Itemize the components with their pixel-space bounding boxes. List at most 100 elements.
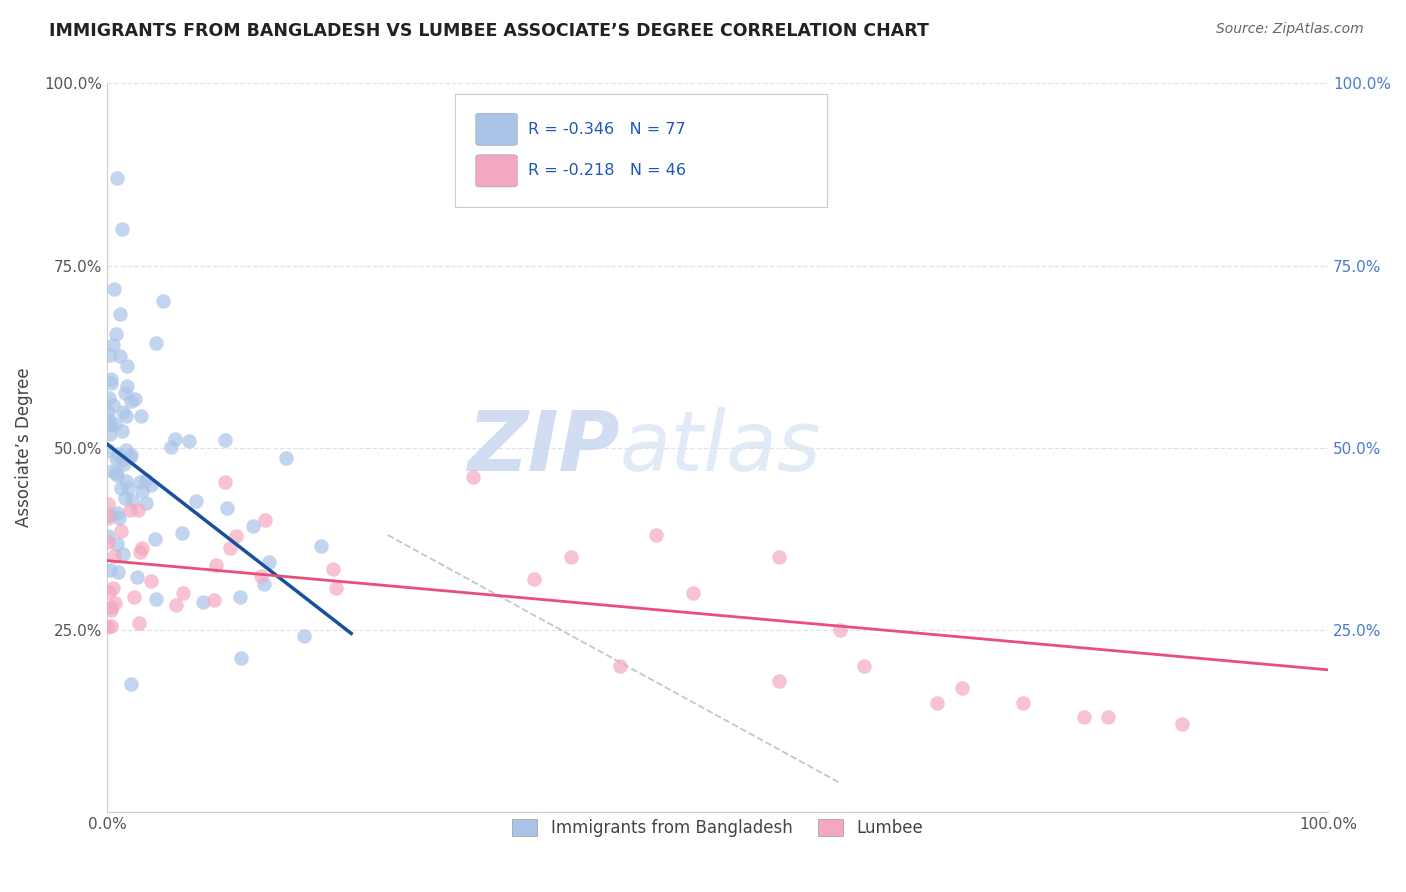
Point [107, 447, 129, 461]
Point [120, 394, 142, 409]
Point [135, 496, 157, 510]
Point [100, 372, 122, 386]
Point [229, 650, 252, 665]
Point [114, 491, 136, 506]
Point [828, 623, 851, 637]
Point [950, 681, 973, 695]
Point [202, 593, 225, 607]
Point [229, 591, 252, 605]
Point [127, 570, 149, 584]
Point [186, 494, 208, 508]
Point [111, 547, 134, 561]
Point [98, 563, 121, 577]
Point [100, 600, 122, 615]
Point [120, 449, 142, 463]
Point [103, 282, 125, 296]
Point [98, 391, 121, 405]
Point [139, 478, 162, 492]
Point [121, 493, 143, 508]
Point [276, 451, 298, 466]
Point [127, 502, 149, 516]
Point [145, 591, 167, 606]
Point [1097, 710, 1119, 724]
Point [104, 450, 127, 465]
Point [117, 482, 139, 496]
Point [141, 574, 163, 588]
Point [115, 378, 138, 392]
Point [105, 467, 128, 482]
Point [97, 585, 120, 599]
FancyBboxPatch shape [475, 155, 517, 187]
Point [105, 506, 128, 520]
Point [97, 413, 120, 427]
Point [114, 386, 136, 401]
Point [768, 549, 790, 564]
Point [120, 676, 142, 690]
Point [242, 519, 264, 533]
Point [101, 338, 124, 352]
Point [523, 572, 546, 586]
Point [1170, 717, 1192, 731]
Point [560, 549, 582, 564]
Point [1073, 710, 1095, 724]
Point [105, 326, 128, 341]
Point [111, 453, 134, 467]
Point [129, 475, 152, 490]
Point [115, 359, 138, 373]
Point [1011, 696, 1033, 710]
Point [292, 629, 315, 643]
Point [131, 541, 153, 555]
Point [108, 511, 131, 525]
Point [118, 450, 141, 465]
FancyBboxPatch shape [456, 95, 828, 207]
Text: atlas: atlas [620, 407, 821, 488]
Point [322, 562, 344, 576]
Legend: Immigrants from Bangladesh, Lumbee: Immigrants from Bangladesh, Lumbee [506, 812, 929, 844]
Point [152, 293, 174, 308]
Point [205, 558, 228, 573]
Point [214, 475, 236, 489]
Point [645, 528, 668, 542]
Point [100, 619, 122, 633]
Point [129, 409, 152, 424]
Point [111, 424, 134, 438]
Point [177, 434, 200, 449]
Point [768, 673, 790, 688]
Point [98, 427, 121, 442]
Point [97, 511, 120, 525]
Point [145, 335, 167, 350]
Point [104, 597, 127, 611]
Point [311, 539, 333, 553]
Point [100, 602, 122, 616]
Point [105, 171, 128, 186]
Point [609, 659, 631, 673]
Point [97, 497, 120, 511]
Point [463, 470, 485, 484]
Point [101, 581, 124, 595]
Point [110, 349, 132, 363]
Point [853, 659, 876, 673]
Point [131, 484, 153, 499]
Text: ZIP: ZIP [467, 407, 620, 488]
Point [214, 433, 236, 447]
Point [118, 502, 141, 516]
Point [97, 443, 120, 458]
Point [128, 545, 150, 559]
Point [111, 222, 134, 236]
FancyBboxPatch shape [475, 113, 517, 145]
Point [191, 595, 214, 609]
Point [98, 348, 121, 362]
Point [107, 565, 129, 579]
Point [215, 500, 238, 515]
Point [115, 409, 138, 423]
Point [115, 475, 138, 489]
Point [103, 549, 125, 563]
Point [100, 376, 122, 391]
Point [219, 541, 242, 556]
Point [250, 569, 273, 583]
Point [110, 481, 132, 495]
Point [122, 590, 145, 604]
Point [225, 529, 247, 543]
Point [325, 581, 347, 595]
Point [165, 598, 187, 612]
